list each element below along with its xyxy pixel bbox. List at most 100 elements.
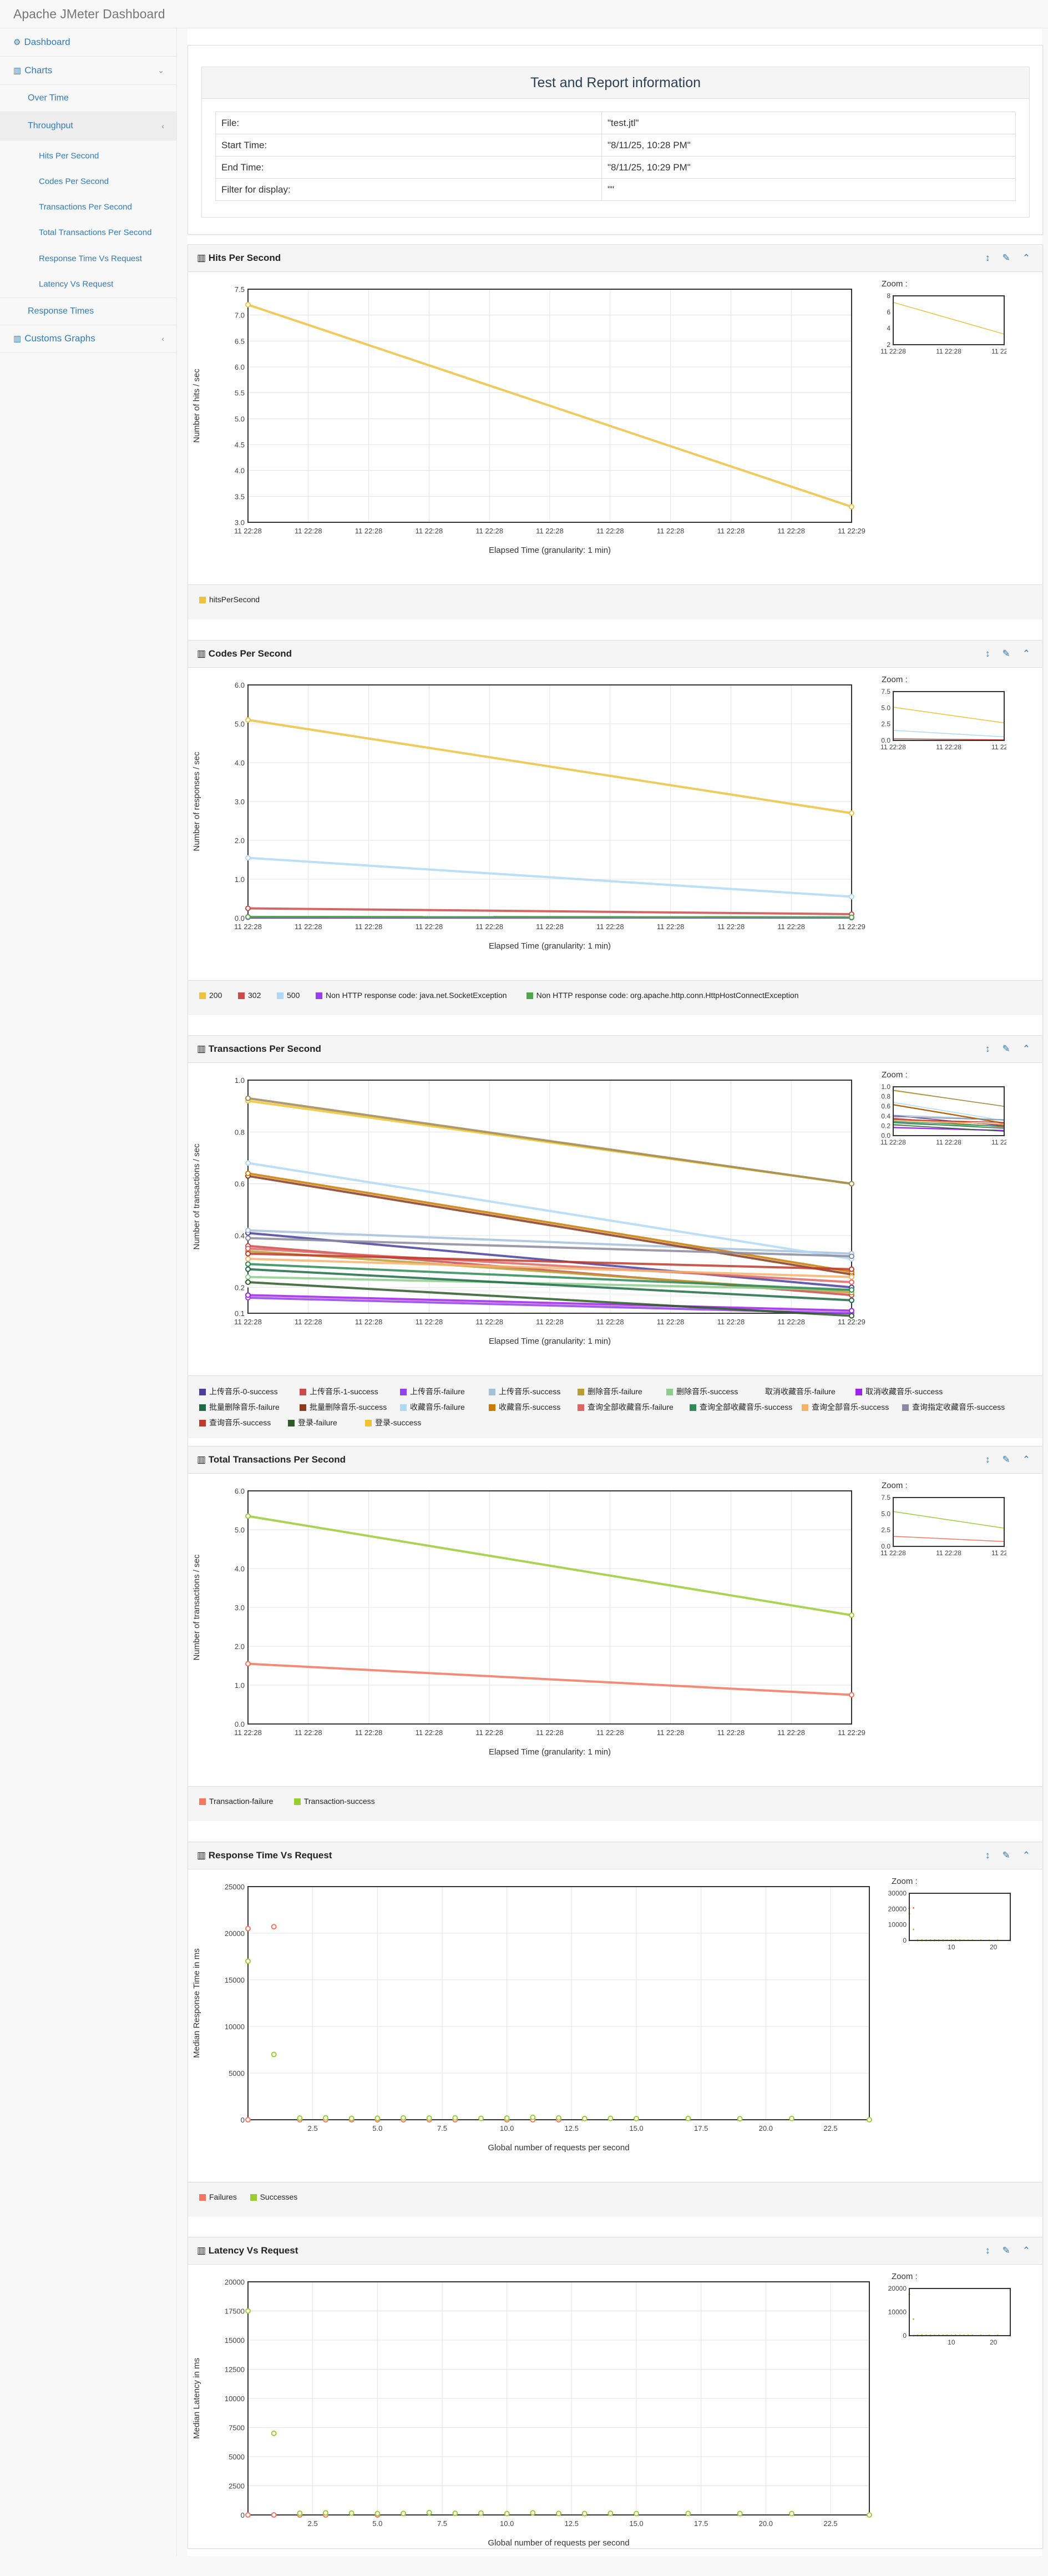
x-tick-label: 11 22:28: [234, 922, 262, 931]
legend-item[interactable]: 200: [199, 991, 222, 1000]
sidebar-item-over-time[interactable]: Over Time: [0, 85, 176, 112]
data-point-successes: [350, 2511, 354, 2515]
data-point-failures: [272, 2513, 276, 2517]
sidebar-item-throughput[interactable]: Throughput ‹: [0, 112, 176, 140]
legend-label: 收藏音乐-success: [499, 1403, 560, 1411]
sort-icon[interactable]: ↕: [985, 1850, 990, 1861]
legend-item[interactable]: 收藏音乐-success: [489, 1402, 560, 1413]
sidebar-item-customs-graphs[interactable]: ▥Customs Graphs ‹: [0, 325, 176, 353]
sidebar-item-label: Over Time: [28, 93, 69, 103]
x-tick-label: 11 22:28: [777, 1318, 805, 1326]
collapse-icon[interactable]: ⌃: [1022, 648, 1030, 659]
sort-icon[interactable]: ↕: [985, 1043, 990, 1054]
panel-title-text: Transactions Per Second: [209, 1043, 321, 1054]
legend-item[interactable]: 删除音乐-success: [666, 1386, 738, 1397]
sidebar-item-hits-per-second[interactable]: Hits Per Second: [0, 144, 176, 168]
legend-item[interactable]: 302: [238, 991, 261, 1000]
sidebar-item-label: Customs Graphs: [24, 333, 95, 344]
y-tick-label: 5.5: [235, 389, 245, 397]
y-tick-label: 7.5: [235, 285, 245, 294]
wrench-icon[interactable]: ✎: [1003, 2245, 1010, 2256]
legend-item[interactable]: 500: [277, 991, 300, 1000]
legend-item[interactable]: 上传音乐-failure: [400, 1386, 465, 1397]
sort-icon[interactable]: ↕: [985, 648, 990, 659]
collapse-icon[interactable]: ⌃: [1022, 2245, 1030, 2256]
data-point-failures: [272, 1924, 276, 1929]
zoom-y-tick: 2.5: [881, 1526, 890, 1534]
legend-item[interactable]: 收藏音乐-failure: [400, 1402, 465, 1413]
top-navbar: Apache JMeter Dashboard: [0, 0, 1048, 28]
sidebar-item-latency-vs-request[interactable]: Latency Vs Request: [0, 272, 176, 296]
wrench-icon[interactable]: ✎: [1003, 253, 1010, 263]
x-tick-label: 11 22:29: [838, 922, 865, 931]
zoom-label: Zoom :: [882, 675, 908, 684]
legend-item[interactable]: 上传音乐-1-success: [300, 1386, 378, 1397]
legend-item[interactable]: 查询音乐-success: [199, 1417, 271, 1428]
zoom-series-line: [893, 730, 1004, 737]
collapse-icon[interactable]: ⌃: [1022, 1850, 1030, 1861]
legend-item[interactable]: 查询指定收藏音乐-success: [902, 1402, 1005, 1413]
legend-item[interactable]: 上传音乐-0-success: [199, 1386, 278, 1397]
collapse-icon[interactable]: ⌃: [1022, 253, 1030, 263]
y-tick-label: 6.0: [235, 681, 245, 689]
zoom-y-tick: 7.5: [881, 1494, 890, 1501]
legend-item[interactable]: 登录-success: [365, 1417, 421, 1428]
sort-icon[interactable]: ↕: [985, 253, 990, 263]
legend-item[interactable]: 查询全部收藏音乐-success: [690, 1402, 792, 1413]
legend-item[interactable]: 取消收藏音乐-success: [855, 1386, 943, 1397]
collapse-icon[interactable]: ⌃: [1022, 1043, 1030, 1054]
wrench-icon[interactable]: ✎: [1003, 1850, 1010, 1861]
y-tick-label: 4.5: [235, 441, 245, 449]
legend-item[interactable]: 查询全部收藏音乐-failure: [578, 1402, 674, 1413]
data-point: [849, 1613, 854, 1617]
legend-item[interactable]: 删除音乐-failure: [578, 1386, 642, 1397]
legend-item[interactable]: Non HTTP response code: java.net.SocketE…: [316, 991, 507, 1000]
sidebar-item-charts[interactable]: ▥Charts ⌄: [0, 57, 176, 85]
sidebar-item-transactions-per-second[interactable]: Transactions Per Second: [0, 195, 176, 219]
legend-item[interactable]: 上传音乐-success: [489, 1386, 560, 1397]
y-tick-label: 3.5: [235, 492, 245, 501]
app-title[interactable]: Apache JMeter Dashboard: [13, 7, 165, 22]
legend-item[interactable]: hitsPerSecond: [199, 595, 260, 604]
panel-title-text: Hits Per Second: [209, 253, 281, 263]
legend-item[interactable]: Successes: [250, 2192, 298, 2201]
x-axis-label: Global number of requests per second: [488, 2538, 629, 2548]
sidebar-item-dashboard[interactable]: ⚙Dashboard: [0, 28, 176, 57]
panel-title-text: Latency Vs Request: [209, 2245, 298, 2256]
sort-icon[interactable]: ↕: [985, 1454, 990, 1465]
y-tick-label: 17500: [225, 2307, 245, 2316]
collapse-icon[interactable]: ⌃: [1022, 1454, 1030, 1465]
y-tick-label: 2.0: [235, 1642, 245, 1651]
legend-item[interactable]: 取消收藏音乐-failure: [755, 1386, 836, 1397]
wrench-icon[interactable]: ✎: [1003, 648, 1010, 659]
legend-item[interactable]: Transaction-failure: [199, 1797, 273, 1806]
y-tick-label: 0.2: [235, 1283, 245, 1292]
panel-header: ▥ Latency Vs Request↕✎⌃: [188, 2237, 1042, 2265]
legend-item[interactable]: 登录-failure: [288, 1417, 337, 1428]
legend-item[interactable]: 查询全部音乐-success: [802, 1402, 889, 1413]
sidebar-item-response-times[interactable]: Response Times: [0, 298, 176, 325]
legend-swatch: [902, 1404, 909, 1411]
sidebar-item-codes-per-second[interactable]: Codes Per Second: [0, 169, 176, 194]
legend-item[interactable]: 批量删除音乐-success: [300, 1402, 387, 1413]
sidebar-item-response-time-vs-request[interactable]: Response Time Vs Request: [0, 246, 176, 271]
wrench-icon[interactable]: ✎: [1003, 1454, 1010, 1465]
legend-item[interactable]: Failures: [199, 2192, 237, 2201]
sidebar-item-total-transactions-per-second[interactable]: Total Transactions Per Second: [0, 220, 176, 245]
data-point-successes: [375, 2511, 379, 2515]
legend-item[interactable]: Non HTTP response code: org.apache.http.…: [526, 991, 799, 1000]
y-tick-label: 3.0: [235, 798, 245, 806]
data-point-successes: [608, 2511, 612, 2515]
sort-icon[interactable]: ↕: [985, 2245, 990, 2256]
sidebar: ⚙Dashboard ▥Charts ⌄ Over Time Throughpu…: [0, 28, 177, 2556]
legend-item[interactable]: 批量删除音乐-failure: [199, 1402, 280, 1413]
wrench-icon[interactable]: ✎: [1003, 1043, 1010, 1054]
legend-item[interactable]: Transaction-success: [294, 1797, 375, 1806]
